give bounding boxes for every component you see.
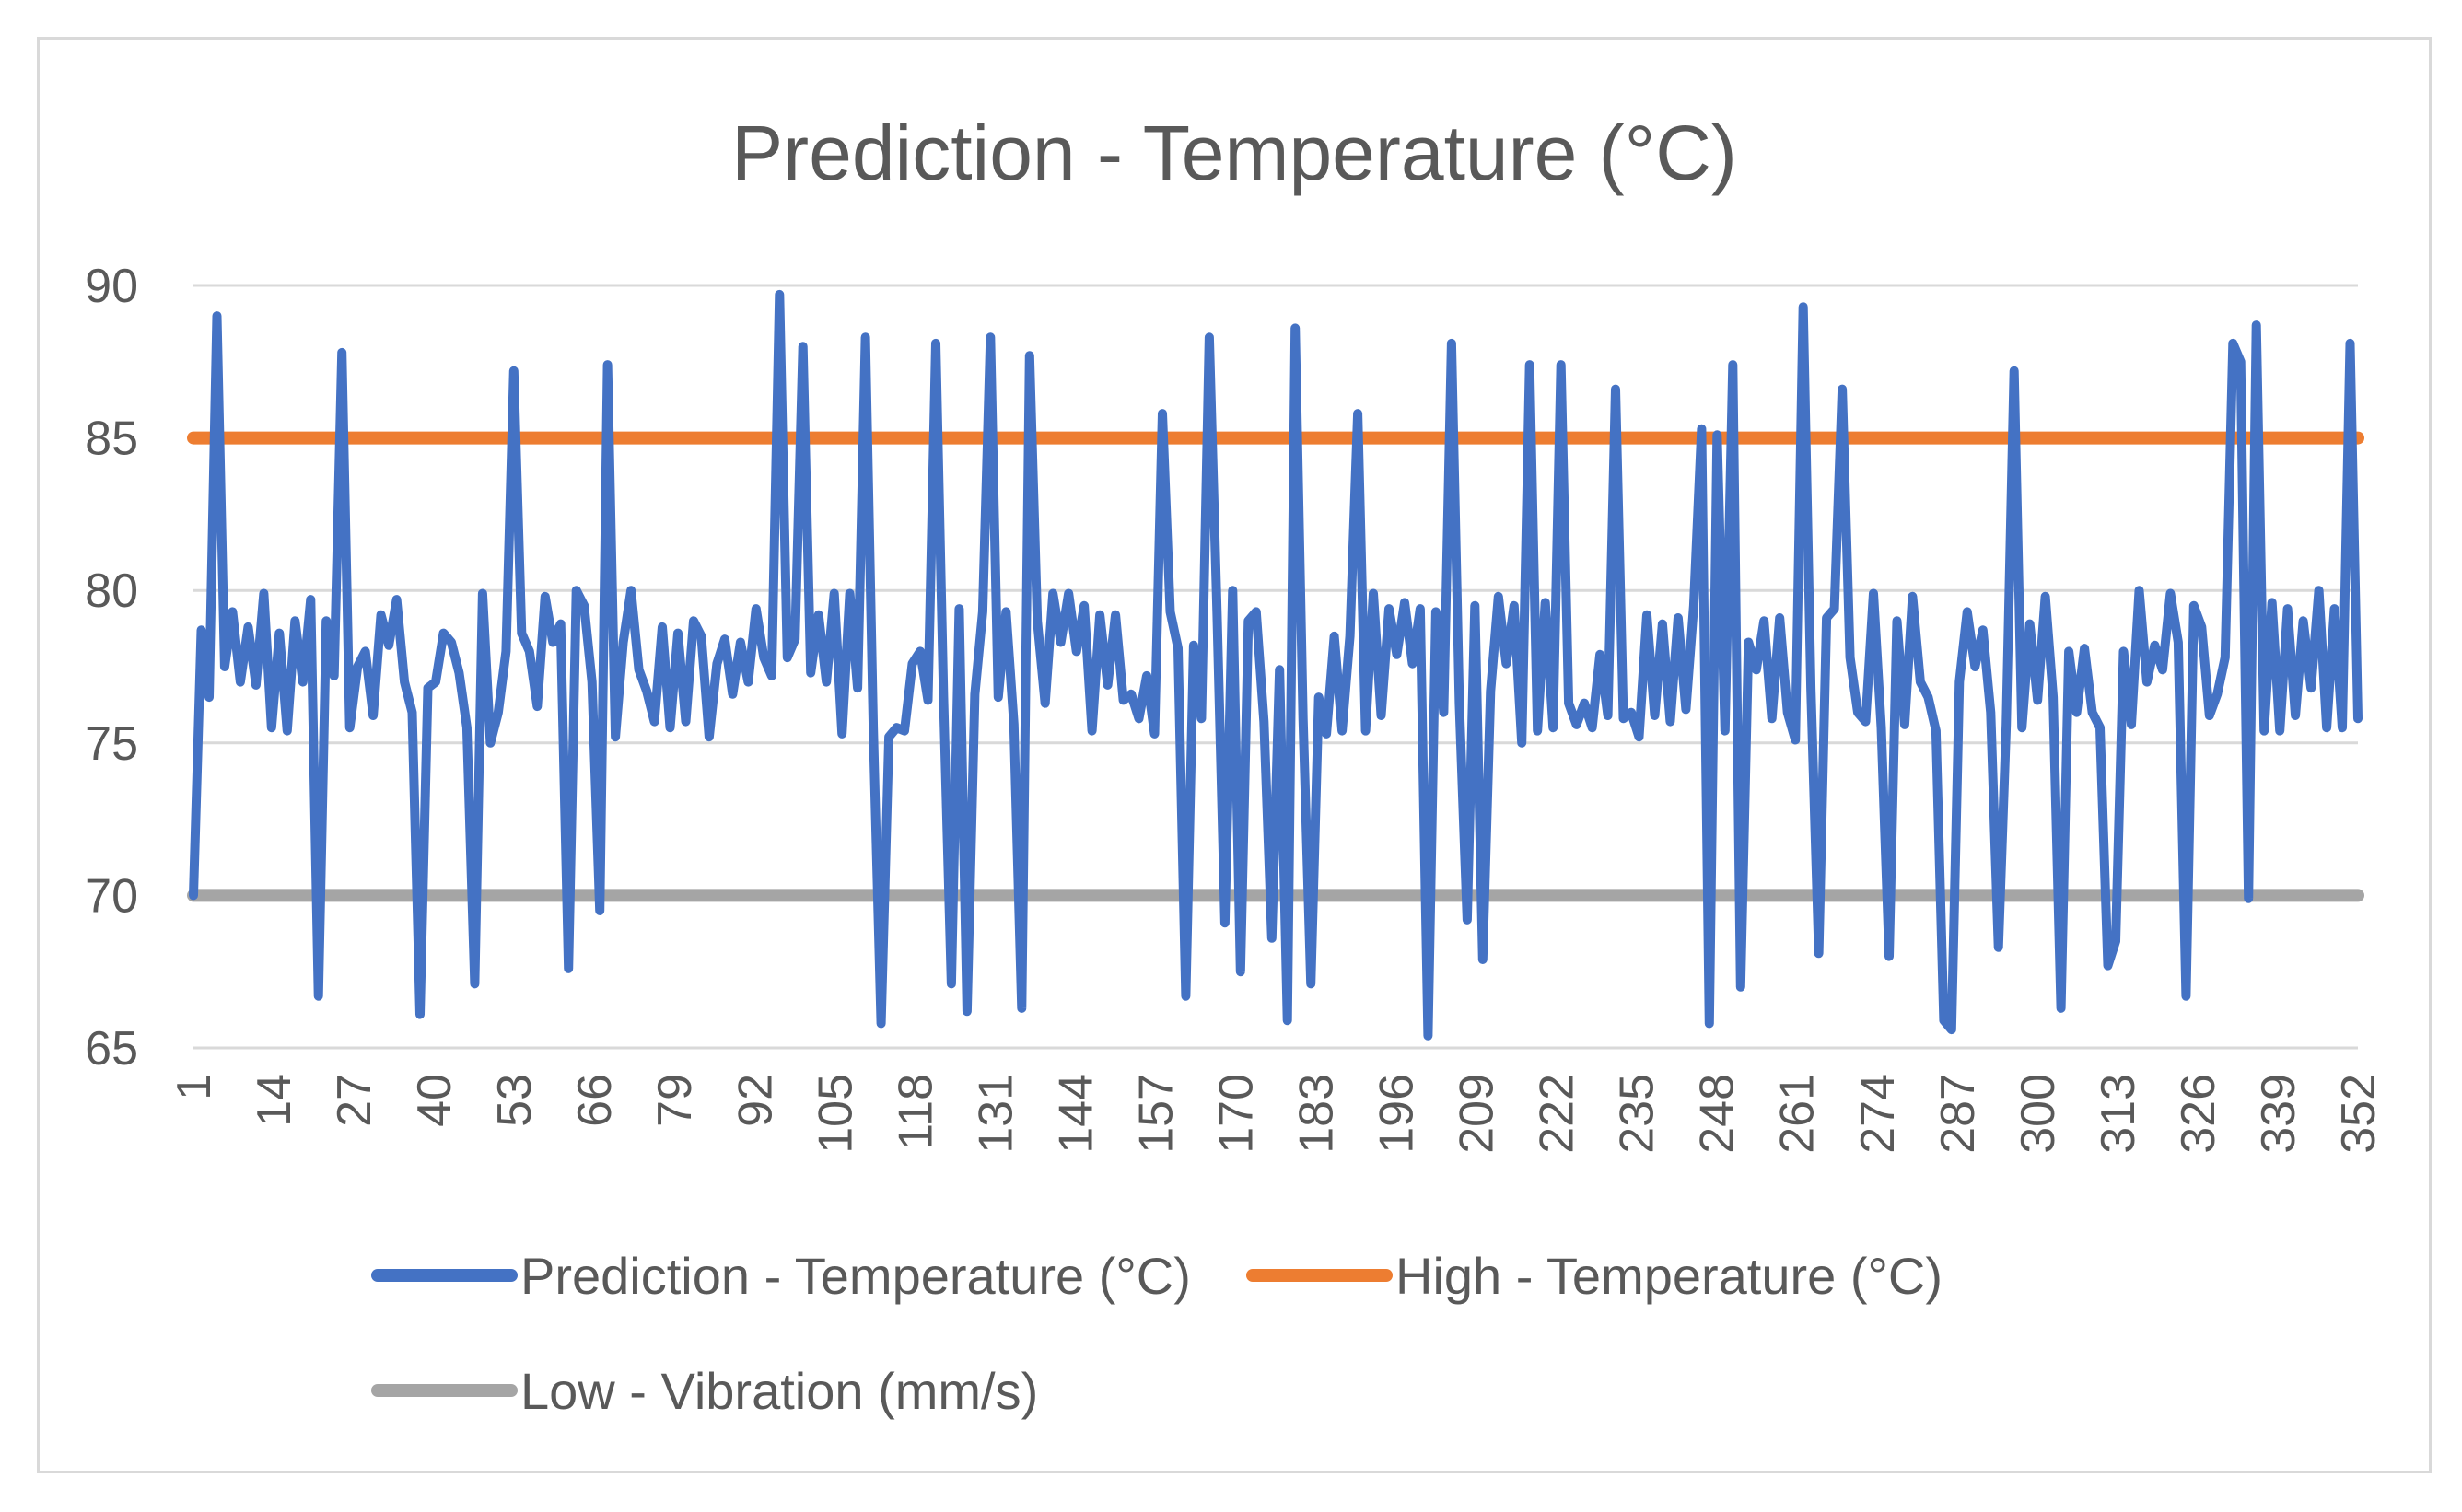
- x-tick-label: 248: [1691, 1074, 1744, 1154]
- x-tick-label: 235: [1611, 1074, 1664, 1154]
- x-tick-label: 313: [2092, 1074, 2145, 1154]
- series-line-prediction-temperature-c: [189, 289, 2363, 1041]
- x-tick-label: 144: [1049, 1074, 1103, 1154]
- legend-label: Prediction - Temperature (°C): [520, 1247, 1191, 1305]
- y-tick-label: 90: [85, 260, 138, 313]
- legend-label: Low - Vibration (mm/s): [520, 1362, 1038, 1420]
- x-tick-label: 326: [2172, 1074, 2225, 1154]
- legend-item: Low - Vibration (mm/s): [371, 1362, 1038, 1420]
- x-tick-label: 131: [969, 1074, 1022, 1154]
- x-tick-label: 157: [1129, 1074, 1183, 1154]
- y-tick-label: 65: [85, 1022, 138, 1076]
- x-tick-label: 14: [248, 1074, 301, 1127]
- x-tick-label: 105: [809, 1074, 862, 1154]
- x-tick-label: 274: [1851, 1074, 1905, 1154]
- x-tick-label: 209: [1451, 1074, 1504, 1154]
- x-tick-label: 222: [1531, 1074, 1584, 1154]
- x-tick-label: 27: [328, 1074, 381, 1127]
- x-tick-label: 66: [568, 1074, 622, 1127]
- y-tick-label: 80: [85, 564, 138, 618]
- legend: Prediction - Temperature (°C) High - Temp…: [371, 1247, 1943, 1420]
- y-tick-label: 70: [85, 869, 138, 923]
- y-tick-label: 75: [85, 717, 138, 771]
- x-tick-label: 261: [1771, 1074, 1825, 1154]
- x-tick-label: 40: [408, 1074, 461, 1127]
- series-layer: [187, 289, 2364, 1041]
- legend-item: Prediction - Temperature (°C): [371, 1247, 1191, 1305]
- x-tick-label: 118: [889, 1074, 942, 1150]
- x-tick-label: 339: [2252, 1074, 2305, 1154]
- chart-title: Prediction - Temperature (°C): [731, 110, 1737, 196]
- legend-item: High - Temperature (°C): [1246, 1247, 1943, 1305]
- x-tick-label: 352: [2332, 1074, 2386, 1154]
- legend-label: High - Temperature (°C): [1395, 1247, 1943, 1305]
- y-tick-label: 85: [85, 413, 138, 466]
- x-tick-label: 196: [1371, 1074, 1424, 1154]
- x-tick-label: 170: [1209, 1074, 1263, 1154]
- x-tick-label: 183: [1290, 1074, 1344, 1154]
- x-tick-label: 79: [648, 1074, 702, 1127]
- x-tick-label: 92: [729, 1074, 782, 1127]
- x-tick-label: 1: [168, 1074, 221, 1100]
- x-axis-ticks: 1 14 27 40 53 66 79 92 105 118 131 144 157 170 183 196 2…: [168, 1074, 2386, 1154]
- y-axis-ticks: 65 70 75 80 85 90: [85, 260, 138, 1076]
- x-tick-label: 287: [1931, 1074, 1985, 1154]
- x-tick-label: 300: [2012, 1074, 2065, 1154]
- x-tick-label: 53: [488, 1074, 542, 1127]
